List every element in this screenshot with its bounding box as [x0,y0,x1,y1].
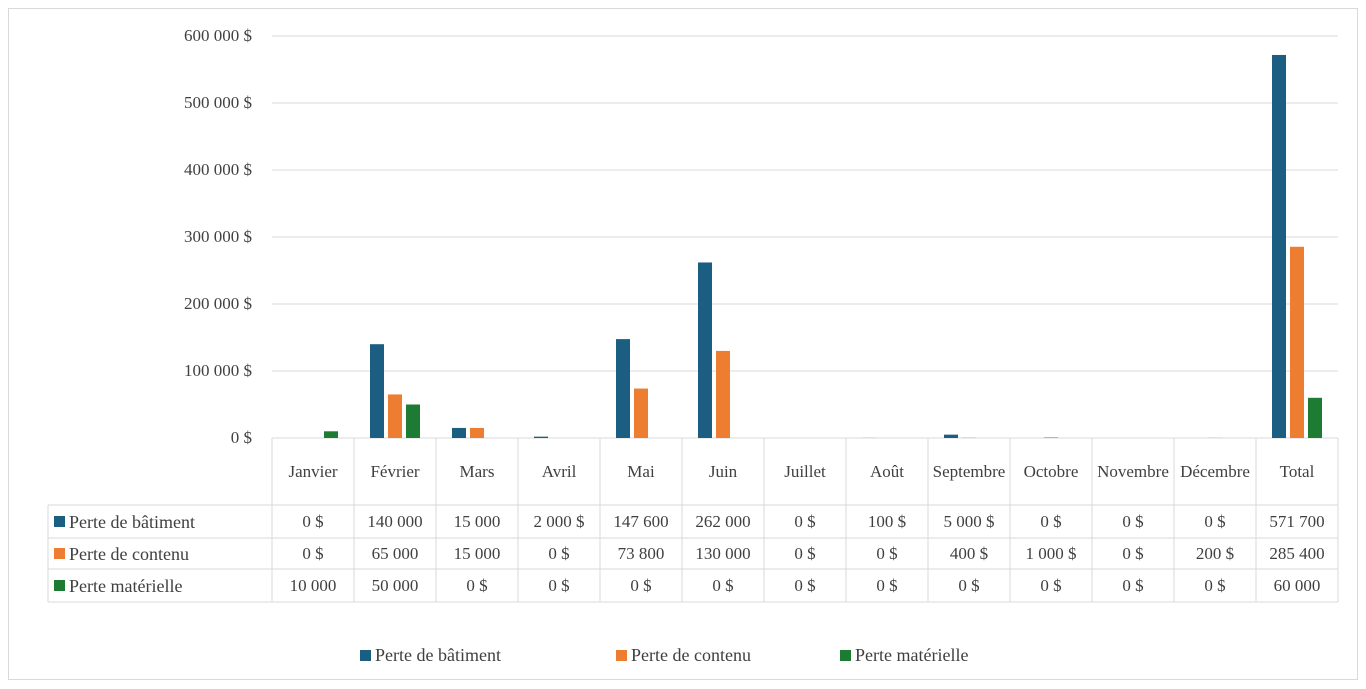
table-value: 200 $ [1195,543,1235,563]
table-value: 0 $ [630,575,652,595]
category-label: Novembre [1097,461,1169,481]
table-value: 262 000 [695,511,751,531]
chart-border [8,8,1358,680]
y-tick-label: 400 000 $ [184,160,252,179]
table-value: 0 $ [794,543,816,563]
table-value: 0 $ [958,575,980,595]
table-value: 140 000 [367,511,423,531]
table-value: 5 000 $ [943,511,995,531]
category-label: Octobre [1023,461,1079,481]
bar [1290,246,1304,438]
y-tick-label: 100 000 $ [184,361,252,380]
table-value: 285 400 [1269,543,1325,563]
table-value: 0 $ [876,543,898,563]
category-label: Total [1279,461,1315,481]
bar [698,262,712,438]
table-value: 0 $ [876,575,898,595]
table-value: 100 $ [867,511,907,531]
legend-swatch [54,516,65,527]
legend-item: Perte matérielle [840,644,968,666]
bar [634,388,648,438]
category-label: Janvier [288,461,338,481]
y-tick-label: 0 $ [230,428,252,447]
table-value: 0 $ [1204,575,1226,595]
table-value: 60 000 [1273,575,1321,595]
table-value: 1 000 $ [1025,543,1077,563]
table-value: 0 $ [548,575,570,595]
table-value: 571 700 [1269,511,1325,531]
legend-swatch [616,649,627,661]
bar [1272,54,1286,438]
bar [1308,397,1322,438]
y-tick-label: 600 000 $ [184,26,252,45]
table-value: 73 800 [617,543,665,563]
table-value: 0 $ [794,511,816,531]
table-value: 0 $ [302,543,324,563]
row-header: Perte de contenu [52,538,272,569]
bar [388,394,402,438]
table-value: 0 $ [1040,575,1062,595]
table-value: 15 000 [453,543,501,563]
legend-swatch [54,548,65,559]
legend-swatch [54,580,65,591]
category-label: Février [370,461,420,481]
table-value: 0 $ [1040,511,1062,531]
category-label: Mai [627,461,655,481]
table-value: 0 $ [548,543,570,563]
legend-label: Perte matérielle [855,644,969,665]
legend-swatch [840,649,851,661]
table-value: 10 000 [289,575,337,595]
category-label: Mars [459,461,495,481]
row-header-text: Perte de bâtiment [69,511,195,532]
bar [534,436,548,438]
row-header: Perte matérielle [52,569,272,602]
category-label: Juin [708,461,738,481]
bar [406,404,420,438]
table-value: 400 $ [949,543,989,563]
legend-label: Perte de bâtiment [375,644,501,665]
bar [370,344,384,438]
bar [716,350,730,438]
table-value: 0 $ [466,575,488,595]
row-header-text: Perte matérielle [69,575,183,596]
legend-label: Perte de contenu [631,644,751,665]
bar [452,427,466,438]
table-value: 0 $ [1122,511,1144,531]
category-label: Août [870,461,904,481]
table-value: 130 000 [695,543,751,563]
category-label: Septembre [932,461,1006,481]
table-value: 0 $ [1204,511,1226,531]
bar [470,427,484,438]
y-tick-label: 200 000 $ [184,294,252,313]
bar [944,434,958,438]
table-value: 0 $ [1122,575,1144,595]
row-header-text: Perte de contenu [69,543,189,564]
table-value: 0 $ [1122,543,1144,563]
legend-item: Perte de contenu [616,644,751,666]
table-value: 0 $ [794,575,816,595]
bar [1044,437,1058,438]
table-value: 147 600 [613,511,669,531]
table-value: 65 000 [371,543,419,563]
legend-swatch [360,649,371,661]
legend-item: Perte de bâtiment [360,644,501,666]
table-value: 0 $ [712,575,734,595]
y-tick-label: 300 000 $ [184,227,252,246]
category-label: Décembre [1180,461,1250,481]
table-value: 15 000 [453,511,501,531]
row-header: Perte de bâtiment [52,505,272,538]
table-value: 50 000 [371,575,419,595]
table-value: 2 000 $ [533,511,585,531]
category-label: Juillet [784,461,826,481]
y-tick-label: 500 000 $ [184,93,252,112]
bar [324,431,338,438]
category-label: Avril [541,461,577,481]
bar [616,339,630,438]
table-value: 0 $ [302,511,324,531]
